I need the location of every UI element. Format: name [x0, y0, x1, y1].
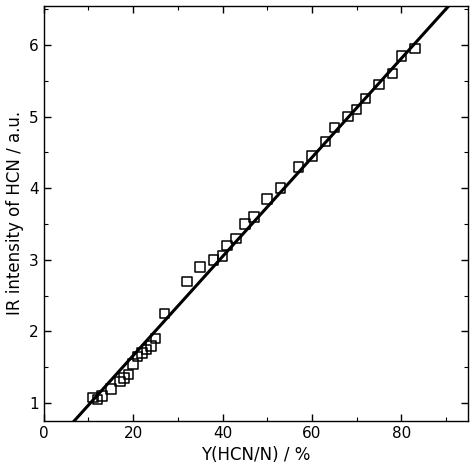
Point — [264, 195, 271, 203]
Point — [98, 392, 106, 399]
Point — [152, 335, 159, 343]
Point — [116, 378, 124, 385]
Point — [143, 345, 150, 353]
Point — [398, 52, 405, 60]
Point — [107, 385, 115, 392]
Y-axis label: IR intensity of HCN / a.u.: IR intensity of HCN / a.u. — [6, 111, 24, 315]
Point — [196, 263, 204, 271]
Point — [89, 394, 97, 401]
Point — [93, 396, 101, 403]
Point — [362, 95, 369, 102]
Point — [250, 213, 258, 220]
Point — [147, 342, 155, 350]
Point — [210, 256, 218, 264]
Point — [120, 374, 128, 382]
Point — [183, 278, 191, 285]
Point — [134, 353, 141, 360]
Point — [375, 80, 383, 88]
Point — [138, 349, 146, 357]
Point — [389, 70, 396, 78]
Point — [330, 124, 338, 131]
Point — [232, 235, 240, 242]
Point — [223, 242, 231, 249]
Point — [353, 106, 360, 113]
Point — [344, 113, 352, 120]
Point — [125, 371, 132, 378]
Point — [219, 252, 227, 260]
Point — [308, 152, 316, 160]
Point — [321, 138, 329, 145]
Point — [129, 360, 137, 368]
Point — [161, 310, 168, 317]
Point — [295, 163, 302, 171]
Point — [277, 184, 284, 192]
Point — [241, 220, 249, 228]
X-axis label: Y(HCN/N) / %: Y(HCN/N) / % — [201, 446, 311, 464]
Point — [411, 45, 419, 52]
